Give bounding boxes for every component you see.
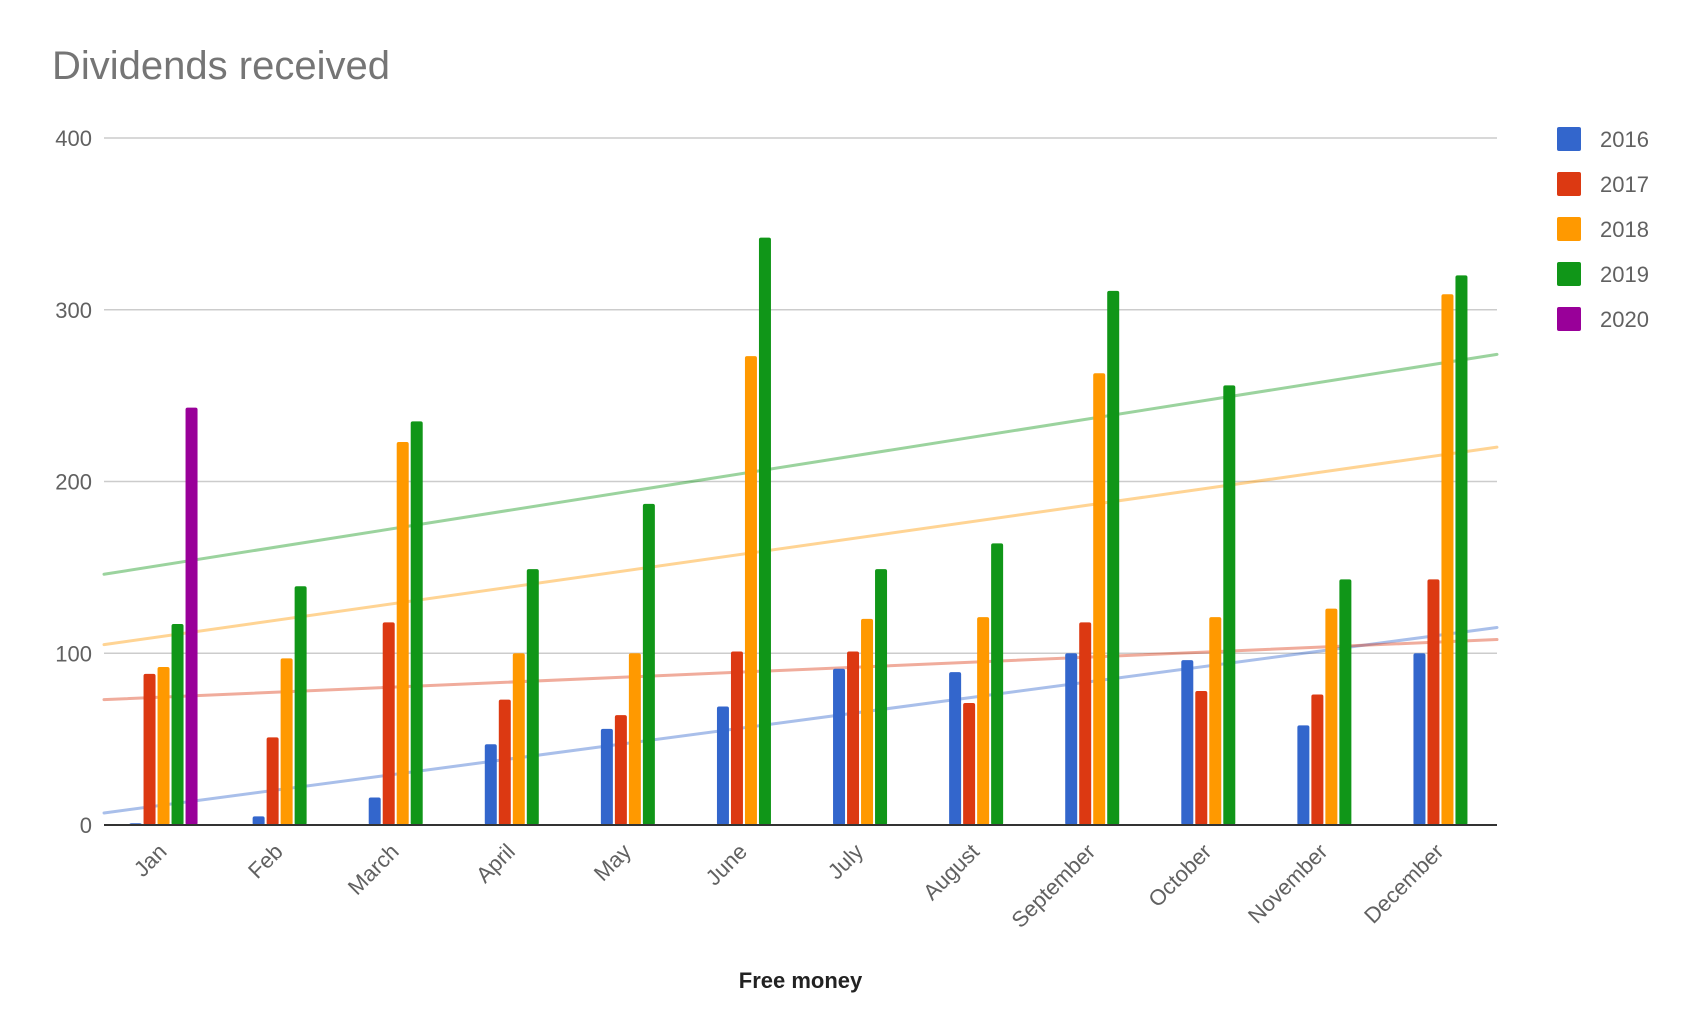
bar-2018-September bbox=[1093, 373, 1106, 825]
trendline-2019 bbox=[102, 352, 1499, 576]
trendline-2017 bbox=[102, 638, 1499, 702]
x-tick-label: August bbox=[918, 839, 984, 905]
bar-2018-March bbox=[396, 441, 409, 825]
bar-2016-June bbox=[716, 706, 729, 825]
bar-2016-May bbox=[600, 728, 613, 825]
x-tick-label: October bbox=[1143, 839, 1216, 912]
chart-title: Dividends received bbox=[52, 44, 390, 88]
x-tick-label: June bbox=[701, 839, 752, 890]
y-tick-label: 400 bbox=[55, 126, 92, 151]
legend-swatch-2020 bbox=[1557, 307, 1581, 331]
bar-2019-September bbox=[1107, 290, 1120, 825]
bar-2018-Feb bbox=[280, 658, 293, 825]
bar-2018-June bbox=[744, 356, 757, 825]
bar-2019-December bbox=[1455, 275, 1468, 825]
legend-label-2017: 2017 bbox=[1600, 172, 1649, 197]
x-tick-label: Feb bbox=[243, 839, 287, 883]
legend-label-2018: 2018 bbox=[1600, 217, 1649, 242]
bar-2016-July bbox=[833, 668, 846, 825]
bar-2018-November bbox=[1325, 608, 1338, 825]
bar-2019-Feb bbox=[294, 586, 307, 825]
trendline-2018 bbox=[102, 445, 1499, 647]
x-tick-label: December bbox=[1359, 839, 1448, 928]
bar-2018-April bbox=[512, 653, 525, 825]
y-tick-label: 0 bbox=[80, 813, 92, 838]
gridlines bbox=[104, 137, 1497, 654]
legend-swatch-2018 bbox=[1557, 217, 1581, 241]
bar-2018-Jan bbox=[157, 666, 170, 825]
bar-2017-May bbox=[614, 715, 627, 825]
bar-2016-Feb bbox=[252, 816, 265, 825]
bar-2017-July bbox=[847, 651, 860, 825]
bar-2018-July bbox=[861, 618, 874, 825]
bar-2016-August bbox=[949, 672, 962, 825]
x-tick-label: July bbox=[823, 839, 868, 884]
x-axis-label: Free money bbox=[739, 968, 863, 993]
bar-2017-October bbox=[1195, 691, 1208, 825]
bar-2018-May bbox=[628, 653, 641, 825]
bar-2019-March bbox=[410, 421, 423, 825]
bar-2017-December bbox=[1427, 579, 1440, 825]
y-tick-label: 300 bbox=[55, 298, 92, 323]
bar-2016-April bbox=[484, 744, 497, 825]
bar-2019-April bbox=[526, 569, 539, 825]
bar-2018-October bbox=[1209, 617, 1222, 825]
legend-label-2016: 2016 bbox=[1600, 127, 1649, 152]
bar-2017-March bbox=[382, 622, 395, 825]
bar-2017-September bbox=[1079, 622, 1092, 825]
legend-swatch-2019 bbox=[1557, 262, 1581, 286]
x-tick-label: March bbox=[343, 839, 404, 900]
bar-2018-August bbox=[977, 617, 990, 825]
y-tick-label: 200 bbox=[55, 470, 92, 495]
bar-2016-November bbox=[1297, 725, 1310, 825]
bar-2017-April bbox=[498, 699, 511, 825]
x-tick-label: April bbox=[471, 839, 520, 888]
bar-2018-December bbox=[1441, 294, 1454, 826]
x-tick-label: May bbox=[589, 839, 636, 886]
x-tick-label: November bbox=[1243, 839, 1332, 928]
trendline-2016 bbox=[102, 625, 1499, 815]
bar-2017-Feb bbox=[266, 737, 279, 825]
x-tick-label: September bbox=[1006, 839, 1100, 933]
legend-swatch-2017 bbox=[1557, 172, 1581, 196]
bar-2017-June bbox=[730, 651, 743, 825]
bar-2017-August bbox=[963, 703, 976, 825]
legend-label-2020: 2020 bbox=[1600, 307, 1649, 332]
bars bbox=[129, 237, 1468, 826]
legend-swatch-2016 bbox=[1557, 127, 1581, 151]
bar-2019-November bbox=[1339, 579, 1352, 825]
legend: 2016 2017 2018 2019 2020 bbox=[1557, 127, 1649, 332]
y-tick-label: 100 bbox=[55, 641, 92, 666]
bar-2019-Jan bbox=[171, 624, 184, 825]
bar-2019-August bbox=[991, 543, 1004, 825]
bar-2017-Jan bbox=[143, 673, 156, 825]
bar-2016-December bbox=[1413, 653, 1426, 825]
bar-2016-October bbox=[1181, 660, 1194, 825]
bar-2019-June bbox=[758, 237, 771, 826]
bar-2019-July bbox=[875, 569, 888, 825]
x-tick-label: Jan bbox=[129, 839, 172, 882]
bar-2017-November bbox=[1311, 694, 1324, 825]
bar-2019-May bbox=[642, 503, 655, 825]
bar-2016-September bbox=[1065, 653, 1078, 825]
bar-2020-Jan bbox=[185, 407, 198, 825]
bar-2016-March bbox=[368, 797, 381, 825]
trendlines bbox=[102, 352, 1499, 815]
axes: 0 100 200 300 400 Jan Feb March April May June July… bbox=[55, 126, 1497, 993]
bar-2019-October bbox=[1223, 385, 1236, 825]
legend-label-2019: 2019 bbox=[1600, 262, 1649, 287]
